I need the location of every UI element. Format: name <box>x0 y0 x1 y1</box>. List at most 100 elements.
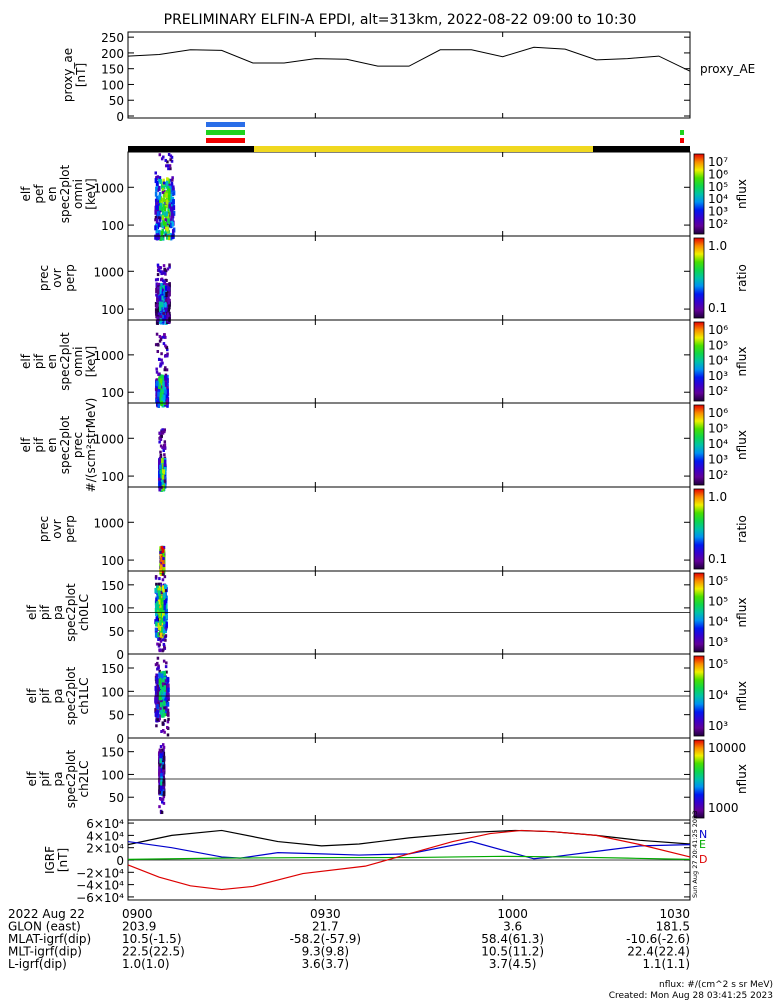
heatmap-cell <box>164 295 168 301</box>
heatmap-cell <box>162 619 166 625</box>
heatmap-cell <box>154 689 158 695</box>
flag-red <box>206 138 245 143</box>
heatmap-cell <box>160 756 164 762</box>
heatmap-cell <box>162 335 165 339</box>
heatmap-cell <box>165 595 168 601</box>
heatmap-cell <box>155 383 158 389</box>
colorbar-tick-label: 10³ <box>708 635 728 649</box>
heatmap-cell <box>159 639 163 643</box>
heatmap-cell <box>167 167 170 171</box>
y-tick-label: 0 <box>116 648 124 662</box>
heatmap-cell <box>159 481 162 487</box>
timestamp-vertical: Sun Aug 27 20:41:25 2023 <box>691 811 699 898</box>
heatmap-cell <box>158 216 161 220</box>
heatmap-cell <box>154 663 158 667</box>
heatmap-cell <box>159 754 162 760</box>
y-tick-label: 100 <box>101 78 124 92</box>
colorbar-tick-label: 10⁴ <box>708 615 728 629</box>
heatmap-cell <box>171 221 175 227</box>
heatmap-cell <box>159 286 162 292</box>
heatmap-cell <box>156 683 160 687</box>
heatmap-cell <box>162 220 166 226</box>
heatmap-cell <box>160 673 164 679</box>
heatmap-cell <box>162 398 166 404</box>
y-axis-label-line: ch0LC <box>77 594 91 631</box>
heatmap-cell <box>166 708 170 714</box>
heatmap-cell <box>161 638 165 642</box>
heatmap-cell <box>159 362 162 366</box>
heatmap-cell <box>159 205 162 211</box>
heatmap-cell <box>156 175 160 179</box>
heatmap-cell <box>160 230 164 236</box>
heatmap-cell <box>167 152 171 156</box>
heatmap-cell <box>165 706 168 712</box>
colorbar-tick-label: 10⁵ <box>708 338 728 352</box>
heatmap-cell <box>165 685 168 691</box>
ephemeris-value: 3.7(4.5) <box>489 957 537 971</box>
y-axis-label-line: [nT] <box>74 63 88 87</box>
heatmap-cell <box>164 229 168 235</box>
heatmap-cell <box>165 189 169 195</box>
panel-frame <box>127 402 691 488</box>
heatmap-cell <box>162 463 165 469</box>
heatmap-cell <box>161 578 165 582</box>
heatmap-cell <box>165 670 168 674</box>
heatmap-cell <box>168 191 171 197</box>
y-axis-label-line: ovr <box>50 519 64 538</box>
heatmap-cell <box>155 673 159 679</box>
heatmap-cell <box>164 381 168 387</box>
heatmap-cell <box>166 701 170 707</box>
y-tick-label: −2×10⁴ <box>76 866 124 880</box>
heatmap-cell <box>159 455 163 459</box>
heatmap-cell <box>158 176 162 180</box>
heatmap-cell <box>171 176 174 180</box>
heatmap-cell <box>160 396 164 402</box>
heatmap-cell <box>162 449 165 453</box>
y-axis-label-line: prec <box>37 516 51 542</box>
colorbar-label: nflux <box>735 430 749 460</box>
heatmap-cell <box>163 280 167 284</box>
heatmap-cell <box>162 781 165 787</box>
heatmap-cell <box>157 177 161 183</box>
heatmap-cell <box>155 401 159 407</box>
colorbar-tick-label: 10⁴ <box>708 437 728 451</box>
heatmap-cell <box>159 620 162 626</box>
heatmap-cell <box>157 666 160 670</box>
heatmap-cell <box>172 190 175 196</box>
heatmap-cell <box>163 685 166 691</box>
heatmap-cell <box>165 306 168 312</box>
y-tick-label: 50 <box>109 625 124 639</box>
heatmap-cell <box>161 765 164 771</box>
heatmap-cell <box>164 269 167 273</box>
heatmap-cell <box>159 637 162 641</box>
colorbar-tick-label: 10⁷ <box>708 155 728 169</box>
heatmap-cell <box>156 289 160 295</box>
y-tick-label: 6×10⁴ <box>86 817 124 831</box>
heatmap-cell <box>157 637 160 641</box>
panel-elf_pef_prec_ovr_perp: prec ovr perp 1000 100 1.0 0.1 ratio <box>37 235 749 325</box>
heatmap-cell <box>154 171 157 175</box>
ephemeris-value: 3.6(3.7) <box>302 957 350 971</box>
heatmap-cell <box>160 184 164 190</box>
heatmap-cell <box>160 282 163 288</box>
heatmap-cell <box>160 768 163 774</box>
heatmap-cell <box>162 786 165 792</box>
colorbar-label: nflux <box>735 347 749 377</box>
panel-elf_pif_prec_ovr_perp: prec ovr perp 1000 100 1.0 0.1 ratio <box>37 486 749 576</box>
heatmap-cell <box>162 712 165 718</box>
heatmap-cell <box>158 392 162 398</box>
heatmap-cell <box>159 235 162 241</box>
heatmap-cell <box>162 764 165 770</box>
colorbar-label: ratio <box>735 515 749 543</box>
y-tick-label: 100 <box>101 303 124 317</box>
heatmap-cell <box>164 278 168 282</box>
heatmap-cell <box>171 213 175 219</box>
heatmap-cell <box>159 444 163 448</box>
heatmap-cell <box>158 295 162 301</box>
heatmap-cell <box>155 202 159 208</box>
heatmap-cell <box>165 695 169 701</box>
heatmap-cell <box>160 551 164 557</box>
science-zone-flags <box>206 122 684 143</box>
heatmap-cell <box>164 283 168 287</box>
heatmap-cell <box>161 235 164 241</box>
